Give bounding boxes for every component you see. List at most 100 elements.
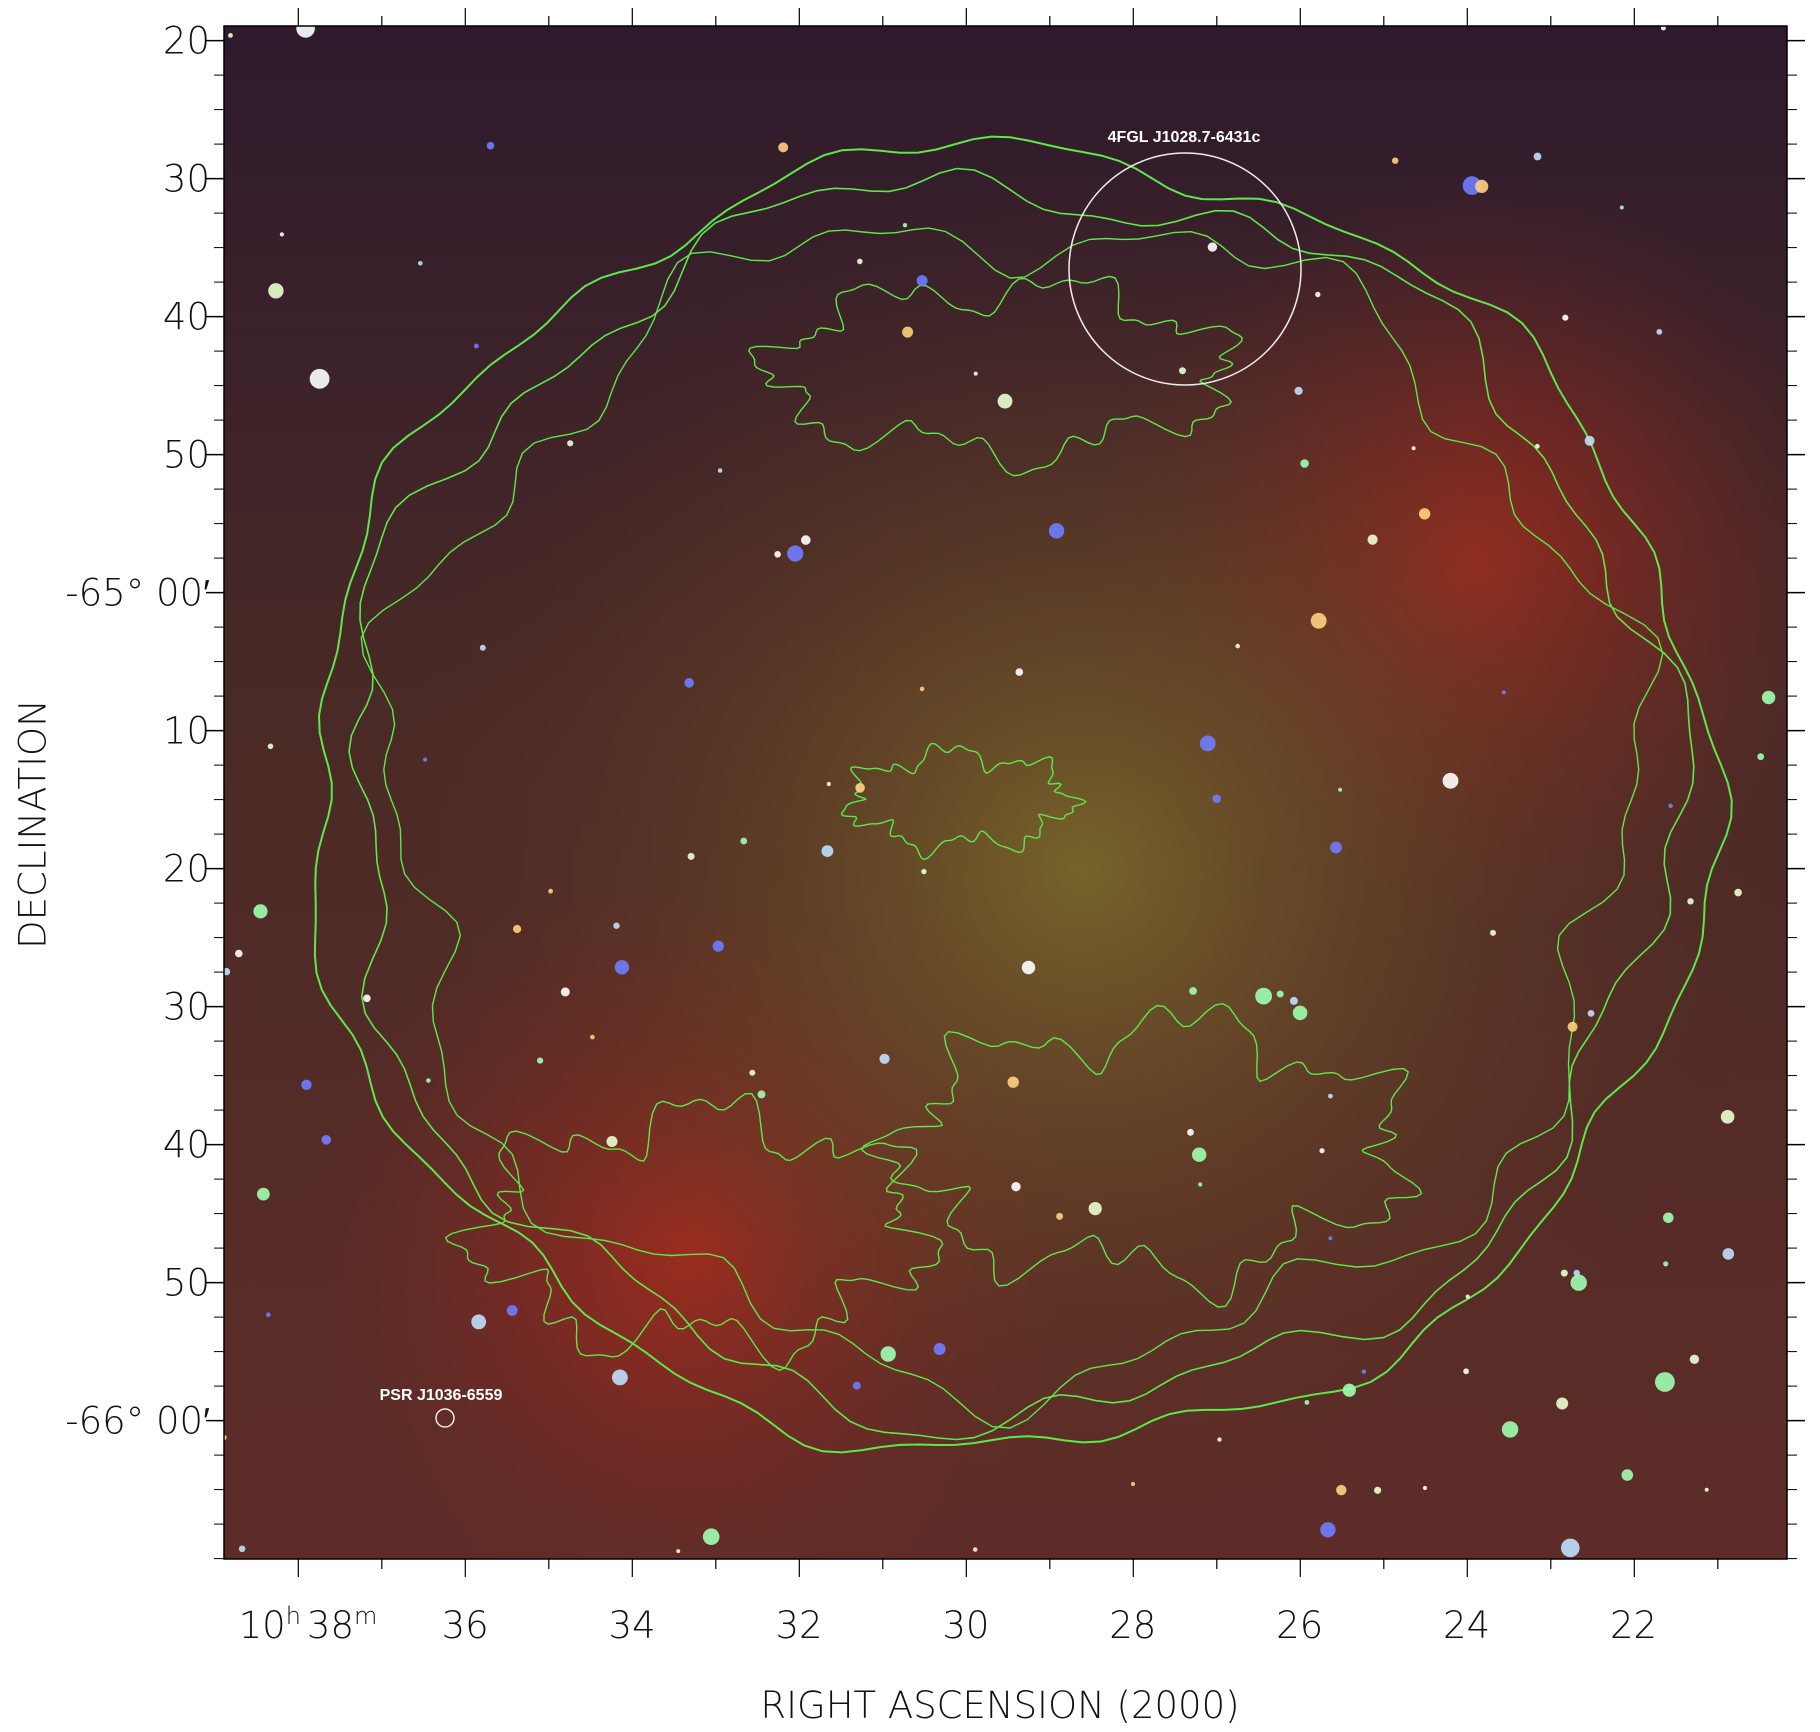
star — [1292, 1005, 1308, 1021]
y-tick-label: 20 — [163, 848, 210, 891]
star — [1573, 1269, 1580, 1277]
star — [268, 283, 284, 299]
star — [1011, 1182, 1021, 1192]
contour — [861, 1002, 1423, 1308]
star — [363, 994, 371, 1003]
star — [1757, 753, 1765, 761]
star — [1217, 1437, 1222, 1442]
star — [1212, 794, 1221, 803]
star — [1207, 242, 1218, 252]
star — [1475, 179, 1489, 193]
star — [919, 686, 925, 692]
frame — [223, 25, 1788, 1560]
star — [1722, 1248, 1735, 1260]
star — [253, 904, 268, 919]
pulsar-circle — [435, 1408, 455, 1428]
y-tick-label: 10 — [163, 710, 210, 753]
star — [826, 781, 831, 787]
star — [1587, 1010, 1595, 1017]
star — [933, 1343, 946, 1355]
star — [537, 1057, 544, 1064]
star — [1338, 787, 1343, 792]
star — [418, 261, 423, 266]
star — [1189, 987, 1197, 995]
star — [613, 922, 620, 929]
star — [1294, 386, 1303, 395]
star — [1056, 1212, 1064, 1220]
star — [423, 757, 428, 762]
star — [1192, 1147, 1207, 1162]
star — [1761, 690, 1776, 705]
star — [1300, 459, 1309, 468]
star — [676, 1549, 681, 1554]
y-tick-label: 30 — [163, 158, 210, 201]
star — [1619, 205, 1624, 210]
x-tick-label: 34 — [609, 1604, 656, 1647]
y-tick-label: 40 — [163, 1124, 210, 1167]
star — [1501, 1421, 1519, 1438]
star — [612, 1369, 628, 1386]
star — [1656, 329, 1663, 335]
y-tick-label: -65° 00′ — [65, 572, 210, 615]
star — [1533, 152, 1542, 161]
star — [1007, 1076, 1019, 1088]
x-tick-label: 28 — [1109, 1604, 1156, 1647]
y-tick-label: 40 — [163, 296, 210, 339]
star — [1687, 898, 1694, 905]
star — [296, 26, 315, 38]
star — [1336, 1484, 1347, 1496]
star — [857, 258, 863, 265]
star — [684, 678, 694, 688]
star — [902, 223, 908, 228]
star — [972, 1547, 978, 1552]
star — [801, 535, 811, 545]
y-tick-label: 30 — [163, 986, 210, 1029]
star — [1276, 990, 1284, 998]
star — [1015, 668, 1024, 676]
star — [267, 743, 274, 750]
star — [321, 1135, 332, 1145]
star — [279, 232, 284, 237]
star — [1490, 929, 1496, 936]
star — [1655, 1372, 1675, 1392]
star — [238, 1545, 246, 1553]
star — [1328, 1093, 1333, 1099]
star — [749, 1069, 756, 1076]
y-axis-label: DECLINATION — [12, 699, 55, 949]
star — [1048, 523, 1065, 539]
star — [548, 888, 553, 894]
star — [712, 940, 724, 952]
minute-unit: m — [354, 1602, 377, 1630]
star — [687, 852, 695, 860]
star — [1668, 803, 1673, 809]
x-tick-label: 30 — [942, 1604, 989, 1647]
star — [614, 960, 630, 975]
x-tick-label: 32 — [775, 1604, 822, 1647]
star — [1534, 443, 1540, 449]
star — [224, 967, 231, 976]
contour — [348, 167, 1695, 1441]
star — [1374, 1486, 1382, 1494]
minute: 38 — [307, 1604, 354, 1647]
sky-image — [224, 26, 1787, 1559]
star — [852, 1381, 861, 1390]
star — [717, 468, 723, 473]
contour — [360, 227, 1664, 1429]
star — [1621, 1469, 1634, 1481]
star — [1342, 1383, 1356, 1397]
star — [1561, 1538, 1580, 1558]
star — [1199, 735, 1216, 752]
star — [1319, 1148, 1325, 1154]
star — [1562, 314, 1569, 321]
star — [855, 783, 865, 793]
star — [902, 326, 914, 338]
contour — [840, 742, 1087, 861]
x-tick-label: 22 — [1610, 1604, 1657, 1647]
star — [228, 33, 233, 38]
star — [1330, 841, 1342, 854]
contour — [444, 1093, 944, 1372]
star — [486, 141, 495, 150]
star — [778, 142, 789, 153]
star — [880, 1346, 896, 1362]
